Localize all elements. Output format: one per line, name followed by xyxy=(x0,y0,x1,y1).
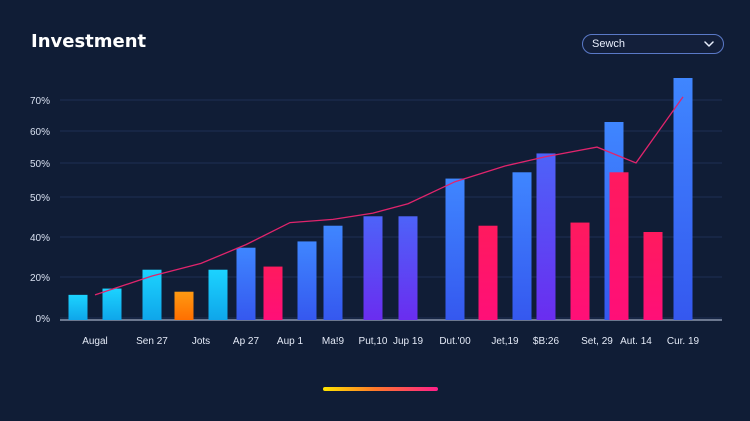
bar xyxy=(102,288,122,320)
bar xyxy=(236,247,256,320)
bars xyxy=(68,78,693,320)
scroll-indicator xyxy=(323,387,438,391)
chevron-down-icon xyxy=(704,41,714,47)
bar xyxy=(478,225,498,320)
y-tick-label: 20% xyxy=(30,273,50,284)
trend-line-layer xyxy=(94,96,684,296)
bar xyxy=(673,78,693,320)
bar xyxy=(297,241,317,320)
x-tick-label: Ma!9 xyxy=(322,336,345,347)
y-tick-label: 50% xyxy=(30,159,50,170)
trend-line xyxy=(94,96,684,296)
x-tick-label: Sen 27 xyxy=(136,336,168,347)
y-axis: 70% 60% 50% 50% 40% 20% 0% xyxy=(30,96,50,325)
chart-title: Investment xyxy=(31,31,147,52)
x-tick-label: Ap 27 xyxy=(233,336,260,347)
bar xyxy=(609,172,629,320)
search-select[interactable]: Sewch xyxy=(582,34,724,54)
x-tick-label: Dut.'00 xyxy=(439,336,471,347)
bar xyxy=(445,178,465,320)
bar xyxy=(570,222,590,320)
x-tick-label: Aup 1 xyxy=(277,336,304,347)
bar xyxy=(323,225,343,320)
x-tick-label: Set, 29 xyxy=(581,336,613,347)
x-tick-label: Augal xyxy=(82,336,108,347)
x-tick-label: $B:26 xyxy=(533,336,560,347)
select-value: Sewch xyxy=(592,38,626,50)
bar xyxy=(68,294,88,320)
bar xyxy=(263,266,283,320)
x-tick-label: Aut. 14 xyxy=(620,336,652,347)
y-tick-label: 60% xyxy=(30,127,50,138)
bar xyxy=(398,216,418,320)
bar xyxy=(142,269,162,320)
y-tick-label: 40% xyxy=(30,233,50,244)
x-axis: Augal Sen 27 Jots Ap 27 Aup 1 Ma!9 Put,10 Jup 1… xyxy=(82,336,699,347)
y-tick-label: 50% xyxy=(30,193,50,204)
bar xyxy=(643,232,663,320)
x-tick-label: Jots xyxy=(192,336,210,347)
y-tick-label: 0% xyxy=(36,314,51,325)
bar xyxy=(512,172,532,320)
bar xyxy=(536,153,556,320)
x-tick-label: Jup 19 xyxy=(393,336,423,347)
y-tick-label: 70% xyxy=(30,96,50,107)
x-tick-label: Cur. 19 xyxy=(667,336,700,347)
x-tick-label: Jet,19 xyxy=(491,336,519,347)
x-tick-label: Put,10 xyxy=(359,336,388,347)
bar xyxy=(363,216,383,320)
bar xyxy=(174,291,194,320)
bar xyxy=(208,269,228,320)
